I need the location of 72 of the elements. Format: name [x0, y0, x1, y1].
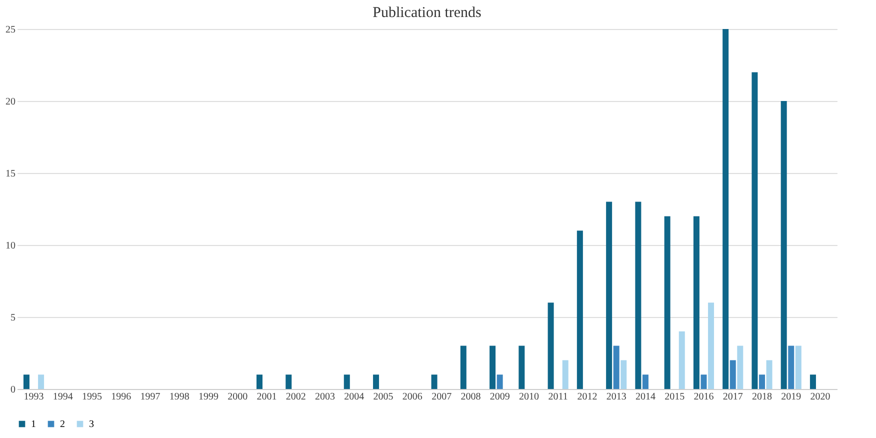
bar — [562, 360, 568, 389]
bar — [642, 374, 648, 389]
x-tick-label: 2006 — [402, 392, 422, 402]
bar — [780, 101, 787, 389]
y-tick-label: 5 — [10, 312, 16, 324]
x-tick-label: 2008 — [460, 392, 481, 402]
bar — [490, 346, 496, 389]
bar — [518, 346, 525, 389]
bar — [664, 216, 670, 389]
y-tick-label: 20 — [6, 96, 16, 108]
bar — [737, 346, 744, 389]
bar — [722, 29, 729, 389]
x-tick-label: 1994 — [52, 392, 73, 402]
bar — [678, 331, 685, 389]
x-tick-label: 2011 — [548, 392, 568, 402]
bar — [693, 216, 700, 389]
x-tick-label: 2018 — [752, 392, 772, 402]
x-tick-label: 1999 — [198, 392, 219, 402]
bar — [431, 374, 438, 389]
bar — [373, 374, 380, 389]
x-tick-label: 1995 — [82, 392, 102, 402]
legend-label: 1 — [31, 419, 36, 430]
bar — [460, 346, 466, 389]
bar — [256, 374, 263, 389]
x-tick-label: 2015 — [664, 392, 685, 402]
x-tick-label: 1998 — [169, 392, 190, 402]
x-tick-label: 1996 — [111, 392, 132, 402]
legend-label: 3 — [89, 419, 94, 430]
x-tick-label: 2020 — [810, 392, 830, 402]
x-tick-label: 1993 — [24, 392, 44, 402]
x-tick-label: 2001 — [256, 392, 277, 402]
bar — [23, 374, 30, 389]
x-tick-label: 2003 — [315, 392, 336, 402]
bar — [496, 374, 503, 389]
x-tick-label: 2016 — [694, 392, 714, 402]
bar — [344, 374, 350, 389]
y-tick-label: 0 — [10, 384, 16, 396]
x-tick-label: 2002 — [286, 392, 306, 402]
bar — [548, 302, 554, 389]
bar — [635, 202, 642, 389]
bar — [606, 202, 612, 389]
x-tick-label: 2017 — [722, 392, 743, 402]
x-tick-label: 2000 — [228, 392, 248, 402]
bar — [810, 374, 816, 389]
x-tick-label: 2004 — [344, 392, 364, 402]
bar — [766, 360, 772, 389]
x-tick-label: 2012 — [577, 392, 598, 402]
bar — [730, 360, 736, 389]
bar — [613, 346, 620, 389]
x-tick-label: 1997 — [140, 392, 160, 402]
x-tick-label: 2009 — [490, 392, 510, 402]
x-tick-label: 2013 — [606, 392, 626, 402]
x-tick-label: 2005 — [373, 392, 394, 402]
x-tick-label: 2007 — [432, 392, 452, 402]
bar — [620, 360, 627, 389]
chart-title: Publication trends — [372, 5, 482, 21]
x-tick-label: 2010 — [518, 392, 539, 402]
x-tick-label: 2014 — [635, 392, 656, 402]
x-tick-label: 2019 — [781, 392, 802, 402]
bar — [758, 374, 765, 389]
bar — [576, 230, 583, 389]
bar — [795, 346, 802, 389]
legend-label: 2 — [60, 419, 65, 430]
y-tick-label: 25 — [6, 24, 16, 36]
bar — [38, 374, 44, 389]
y-tick-label: 10 — [6, 240, 16, 252]
bar — [286, 374, 292, 389]
bar — [752, 72, 758, 389]
y-tick-label: 15 — [6, 168, 16, 180]
bar — [708, 302, 714, 389]
bar — [788, 346, 794, 389]
bar — [700, 374, 707, 389]
